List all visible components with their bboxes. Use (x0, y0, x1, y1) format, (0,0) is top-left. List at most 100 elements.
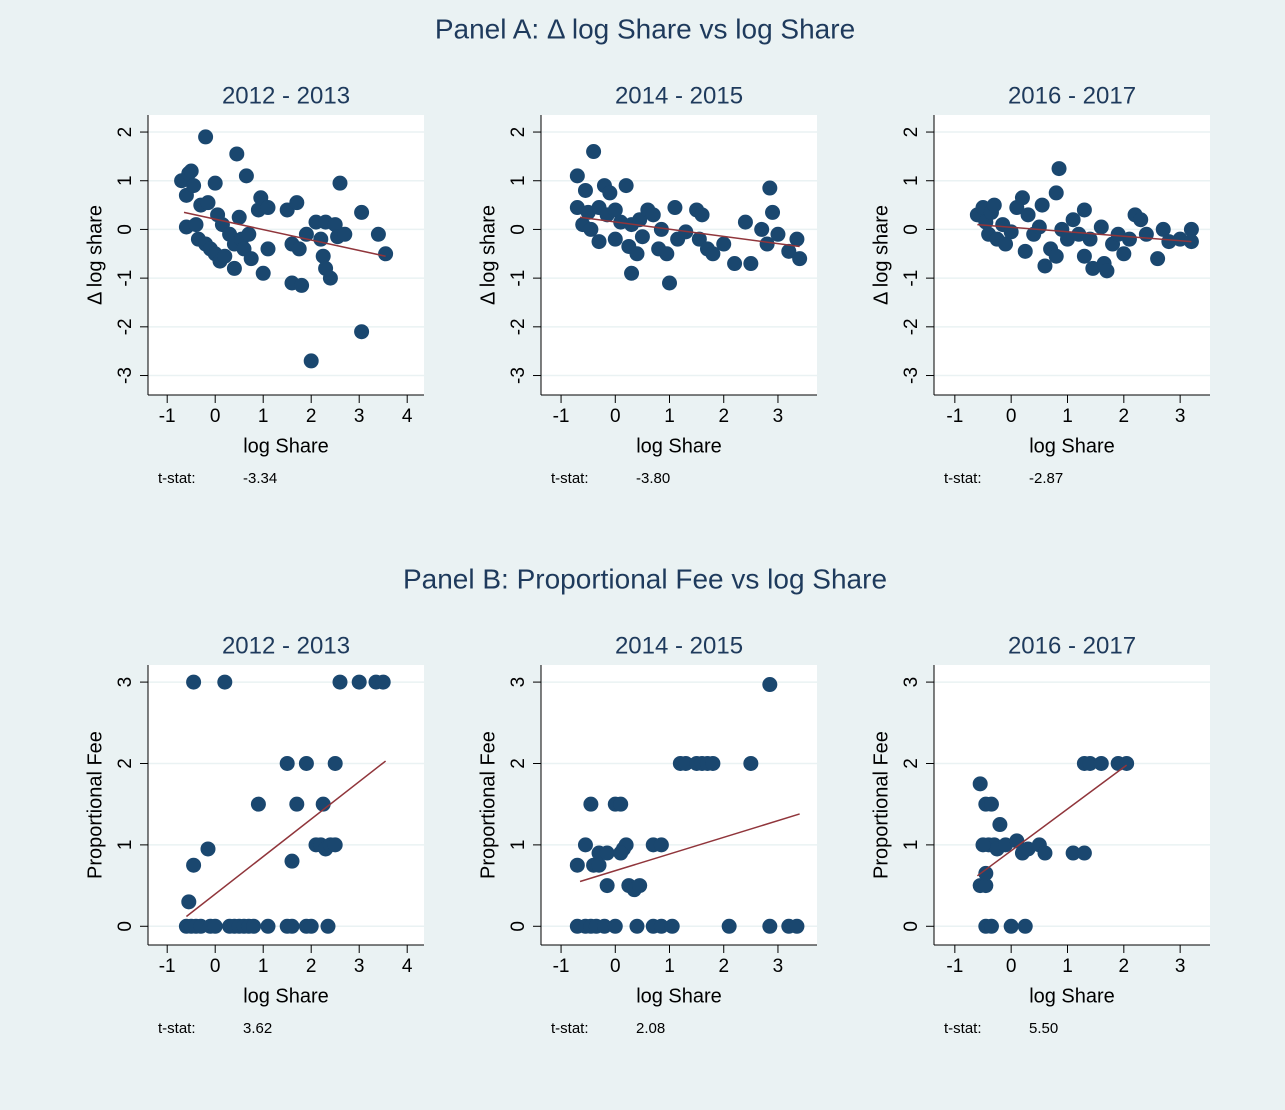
y-axis-label: Δ log share (870, 205, 892, 305)
point (1048, 185, 1064, 201)
point (207, 175, 223, 191)
plot-area (541, 115, 817, 395)
point (315, 796, 331, 812)
point (1076, 248, 1092, 264)
point (1138, 226, 1154, 242)
y-tick-label: 0 (901, 921, 922, 932)
x-tick-label: 2 (306, 406, 317, 427)
x-axis-label: log Share (243, 985, 329, 1007)
panel-title: Panel B: Proportional Fee vs log Share (403, 563, 887, 594)
point (183, 163, 199, 179)
y-tick-label: 2 (901, 758, 922, 769)
point (1076, 845, 1092, 861)
point (737, 214, 753, 230)
y-axis-label: Δ log share (477, 205, 499, 305)
stat-value: -2.87 (1029, 470, 1063, 487)
stat-value: 5.50 (1029, 1020, 1058, 1037)
x-tick-label: 2 (718, 956, 729, 977)
point (1093, 219, 1109, 235)
point (217, 248, 233, 264)
point (1116, 246, 1132, 262)
x-tick-label: 4 (402, 406, 413, 427)
y-axis-label: Proportional Fee (477, 731, 499, 879)
point (260, 200, 276, 216)
subplot: 2012 - 2013 2 1 0 -1 -2 -3 -1 0 1 2 3 4 log Share Δ lo… (84, 82, 424, 487)
y-tick-label: 0 (901, 224, 922, 235)
chart-title: 2014 - 2015 (615, 82, 743, 109)
x-tick-label: 2 (1119, 956, 1130, 977)
chart-title: 2016 - 2017 (1008, 632, 1136, 659)
point (327, 755, 343, 771)
point (1172, 231, 1188, 247)
point (792, 251, 808, 267)
stat-name: t-stat: (944, 470, 982, 487)
chart-title: 2012 - 2013 (222, 632, 350, 659)
stat-value: 2.08 (636, 1020, 665, 1037)
y-tick-label: 1 (115, 175, 136, 186)
y-tick-label: -3 (508, 367, 529, 384)
point (577, 837, 593, 853)
x-tick-label: 0 (610, 406, 621, 427)
point (1161, 234, 1177, 250)
point (1014, 190, 1030, 206)
y-tick-label: 1 (508, 840, 529, 851)
x-tick-label: 0 (1006, 956, 1017, 977)
point (1076, 202, 1092, 218)
point (1099, 263, 1115, 279)
point (599, 878, 615, 894)
point (1020, 207, 1036, 223)
point (207, 918, 223, 934)
y-tick-label: -1 (901, 270, 922, 287)
point (629, 246, 645, 262)
point (759, 236, 775, 252)
stat-name: t-stat: (944, 1020, 982, 1037)
point (1017, 918, 1033, 934)
point (370, 226, 386, 242)
fit-line (579, 216, 800, 248)
point (1155, 221, 1171, 237)
point (313, 231, 329, 247)
point (743, 755, 759, 771)
x-tick-label: 0 (610, 956, 621, 977)
fit-line (579, 813, 800, 883)
point (315, 248, 331, 264)
point (327, 837, 343, 853)
y-tick-label: 1 (115, 840, 136, 851)
point (200, 841, 216, 857)
point (591, 234, 607, 250)
subplot: 2012 - 2013 3 2 1 0 -1 0 1 2 3 4 log Share Proportio… (84, 632, 424, 1037)
point (298, 755, 314, 771)
fit-line (183, 211, 386, 257)
y-tick-label: -1 (115, 270, 136, 287)
y-tick-label: 2 (901, 127, 922, 138)
x-tick-label: 0 (210, 956, 221, 977)
point (978, 878, 994, 894)
point (983, 796, 999, 812)
stat-name: t-stat: (551, 470, 589, 487)
subplot: 2014 - 2015 3 2 1 0 -1 0 1 2 3 log Share Proportion… (477, 632, 817, 1037)
point (241, 226, 257, 242)
x-tick-label: 3 (354, 406, 365, 427)
y-tick-label: 1 (901, 840, 922, 851)
y-tick-label: 0 (115, 224, 136, 235)
point (577, 182, 593, 198)
panel-title: Panel A: Δ log Share vs log Share (435, 13, 855, 44)
point (1183, 221, 1199, 237)
point (1071, 226, 1087, 242)
y-axis-label: Proportional Fee (870, 731, 892, 879)
point (289, 195, 305, 211)
x-tick-label: 1 (258, 956, 269, 977)
point (632, 878, 648, 894)
point (613, 845, 629, 861)
fit-line (185, 760, 387, 918)
x-tick-label: 1 (1062, 956, 1073, 977)
stat-value: -3.80 (636, 470, 670, 487)
point (678, 755, 694, 771)
point (354, 204, 370, 220)
point (260, 918, 276, 934)
point (998, 837, 1014, 853)
x-tick-label: -1 (159, 956, 176, 977)
point (186, 178, 202, 194)
x-tick-label: 1 (664, 406, 675, 427)
